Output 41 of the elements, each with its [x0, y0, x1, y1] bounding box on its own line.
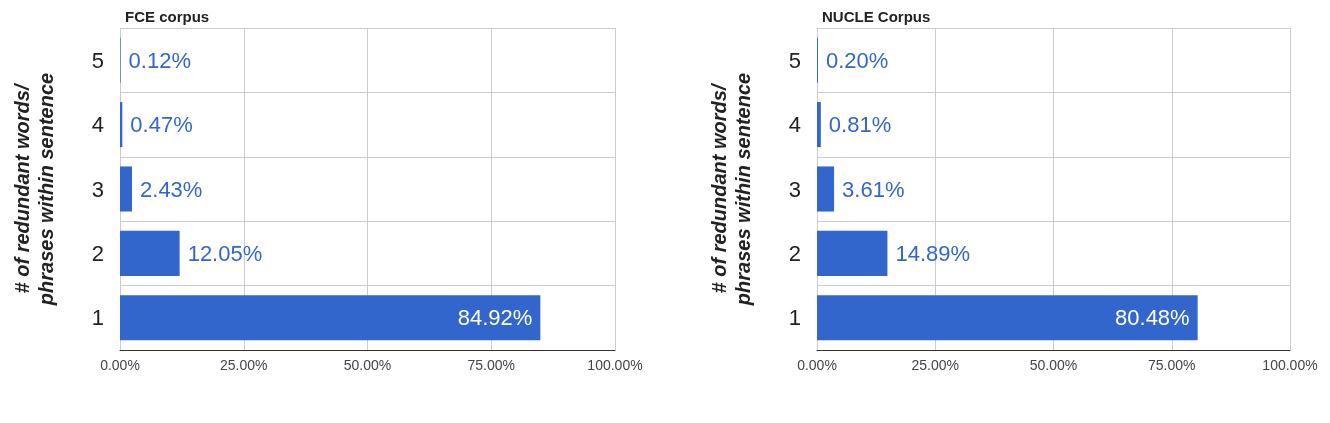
x-tick-label: 100.00% — [1262, 357, 1318, 373]
y-tick-label: 5 — [788, 47, 801, 73]
text: 0.12% — [128, 47, 191, 73]
x-tick-label: 25.00% — [911, 357, 959, 373]
y-tick-label: 1 — [91, 305, 104, 331]
y-tick-label: 2 — [91, 240, 104, 266]
x-tick-label: 50.00% — [1029, 357, 1078, 373]
bar — [817, 102, 821, 148]
text: 80.48% — [1115, 305, 1190, 331]
y-tick-label: 1 — [788, 305, 801, 331]
x-tick-label: 75.00% — [467, 357, 515, 373]
x-tick-label: 25.00% — [220, 357, 268, 373]
y-tick-label: 3 — [91, 176, 104, 202]
text: 0.47% — [130, 112, 193, 138]
y-tick-label: 2 — [788, 240, 801, 266]
x-tick-label: 0.00% — [797, 357, 837, 373]
text: 0.81% — [828, 112, 892, 138]
bar — [120, 295, 541, 341]
x-tick-label: 0.00% — [100, 357, 140, 373]
chart-title: NUCLE Corpus — [822, 8, 931, 25]
bar — [817, 166, 835, 212]
x-tick-label: 50.00% — [343, 357, 392, 373]
y-tick-label: 4 — [91, 112, 104, 138]
text: 14.89% — [895, 240, 971, 266]
text: 84.92% — [457, 305, 533, 331]
y-tick-label: 5 — [91, 47, 104, 73]
text: 2.43% — [140, 176, 203, 202]
y-axis-title: # of redundant words/ phrases within sentence — [708, 72, 754, 307]
y-axis-title: # of redundant words/ phrases within sentence — [11, 72, 57, 307]
y-tick-label: 4 — [788, 112, 801, 138]
x-tick-label: 75.00% — [1148, 357, 1196, 373]
bar — [120, 230, 180, 276]
bar — [817, 295, 1198, 341]
x-tick-label: 100.00% — [587, 357, 643, 373]
chart-title: FCE corpus — [125, 8, 210, 25]
text: 12.05% — [187, 240, 263, 266]
text: 3.61% — [842, 176, 905, 202]
y-tick-label: 3 — [788, 176, 801, 202]
bar — [817, 230, 888, 276]
bar — [120, 166, 133, 212]
text: 0.20% — [825, 47, 889, 73]
